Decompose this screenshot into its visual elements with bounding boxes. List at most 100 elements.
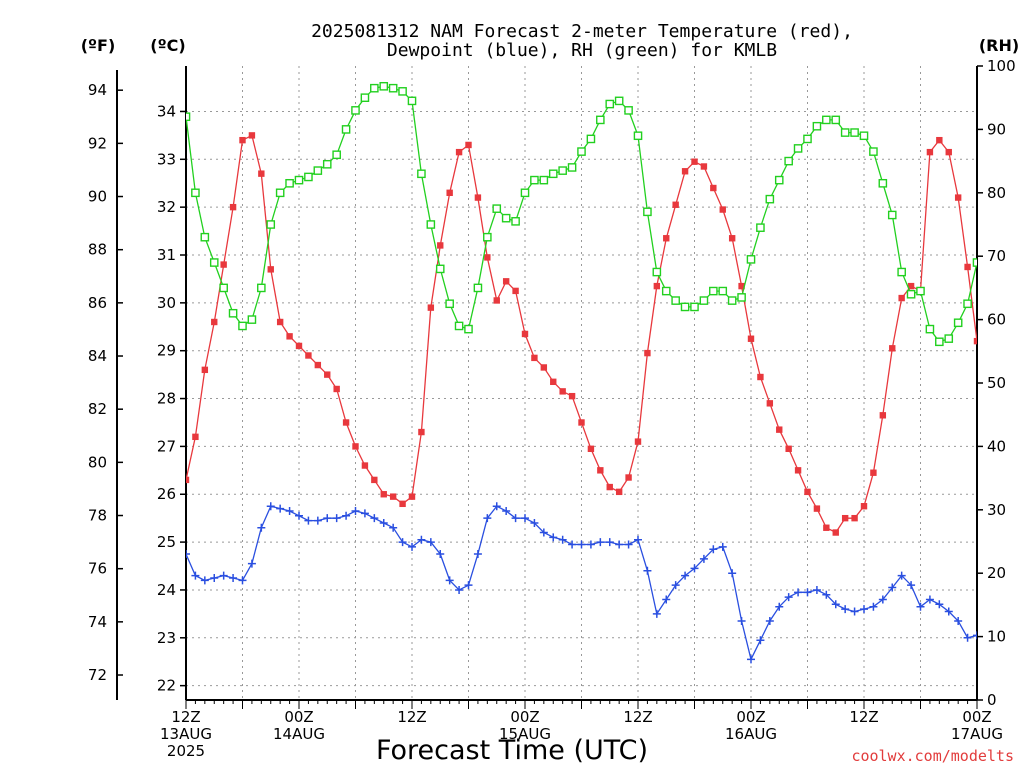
temperature-point bbox=[286, 333, 293, 340]
temperature-point bbox=[342, 419, 350, 426]
temperature-point bbox=[408, 493, 416, 500]
rh-point bbox=[398, 87, 407, 96]
x-tick-label: 00Z bbox=[736, 708, 765, 726]
dewpoint-point bbox=[323, 514, 332, 523]
rh-point bbox=[671, 296, 680, 305]
dewpoint-point bbox=[605, 538, 614, 547]
rh-point bbox=[661, 286, 671, 296]
rh-point bbox=[304, 172, 313, 182]
temperature-point bbox=[295, 342, 303, 350]
rh-point bbox=[445, 299, 454, 309]
temperature-point bbox=[239, 136, 246, 144]
dewpoint-point bbox=[370, 514, 379, 523]
series-1 bbox=[186, 502, 977, 664]
rh-point bbox=[633, 131, 643, 141]
temperature-point bbox=[832, 529, 839, 536]
dewpoint-point bbox=[186, 550, 190, 559]
rh-point bbox=[774, 175, 784, 185]
rh-point bbox=[332, 150, 341, 160]
temperature-point bbox=[314, 361, 322, 369]
x-tick-label: 12Z bbox=[171, 708, 200, 726]
temperature-point bbox=[248, 132, 256, 139]
rh-point bbox=[186, 112, 191, 122]
temperature-point bbox=[747, 335, 755, 342]
fahrenheit-tick-label: 76 bbox=[88, 560, 107, 578]
dewpoint-point bbox=[803, 588, 812, 597]
rh-point bbox=[313, 166, 323, 175]
temperature-point bbox=[587, 445, 595, 452]
fahrenheit-tick-label: 78 bbox=[88, 507, 107, 525]
temperature-point bbox=[568, 392, 576, 400]
temperature-point bbox=[945, 148, 952, 156]
temperature-point bbox=[606, 483, 613, 491]
rh-point bbox=[285, 178, 294, 188]
dewpoint-point bbox=[417, 535, 426, 544]
rh-tick-label: 80 bbox=[987, 184, 1006, 202]
fahrenheit-tick-label: 86 bbox=[88, 294, 107, 312]
tick-labels: 22 23 24 25 26 27 28 29 30 31 32 33 34 72 74 76 78 80 82 84… bbox=[88, 57, 1016, 760]
dewpoint-point bbox=[229, 573, 238, 582]
temperature-point bbox=[192, 433, 199, 441]
dewpoint-point bbox=[615, 540, 624, 549]
dewpoint-point bbox=[210, 573, 219, 582]
temperature-point bbox=[324, 371, 331, 378]
dewpoint-point bbox=[681, 571, 690, 580]
temperature-point bbox=[446, 189, 453, 196]
celsius-tick-label: 27 bbox=[157, 437, 176, 455]
rh-point bbox=[483, 232, 492, 242]
rh-point bbox=[840, 128, 850, 137]
temperature-point bbox=[333, 385, 340, 393]
dewpoint-point bbox=[596, 538, 605, 547]
rh-point bbox=[963, 299, 972, 309]
celsius-tick-label: 32 bbox=[157, 198, 176, 216]
series-0 bbox=[186, 132, 977, 536]
temperature-point bbox=[484, 254, 491, 261]
rh-point bbox=[869, 147, 878, 156]
rh-point bbox=[925, 324, 935, 334]
dewpoint-point bbox=[313, 516, 322, 525]
dewpoint-point bbox=[398, 538, 407, 547]
celsius-tick-label: 25 bbox=[157, 533, 176, 551]
dewpoint-point bbox=[794, 588, 803, 597]
rh-point bbox=[652, 267, 662, 277]
celsius-unit-label: (ºC) bbox=[150, 36, 185, 55]
series-line-0 bbox=[186, 134, 977, 534]
grid-lines bbox=[186, 66, 977, 700]
dewpoint-point bbox=[238, 576, 247, 585]
celsius-tick-label: 31 bbox=[157, 246, 176, 264]
dewpoint-point bbox=[907, 581, 916, 590]
rh-unit-label: (RH) bbox=[979, 36, 1019, 55]
dewpoint-point bbox=[784, 593, 793, 602]
temperature-point bbox=[512, 287, 519, 295]
dewpoint-point bbox=[662, 595, 671, 604]
rh-point bbox=[680, 302, 690, 312]
celsius-tick-label: 34 bbox=[157, 102, 176, 120]
celsius-tick-label: 30 bbox=[157, 294, 176, 312]
dewpoint-point bbox=[530, 518, 539, 527]
rh-tick-label: 90 bbox=[987, 120, 1006, 138]
rh-point bbox=[850, 128, 859, 137]
x-tick-label: 17AUG bbox=[951, 725, 1003, 743]
rh-point bbox=[935, 337, 944, 347]
rh-tick-label: 60 bbox=[987, 311, 1006, 329]
temperature-point bbox=[465, 141, 472, 149]
dewpoint-point bbox=[200, 576, 209, 585]
temperature-point bbox=[615, 488, 623, 496]
rh-point bbox=[727, 296, 737, 305]
rh-tick-label: 100 bbox=[987, 57, 1016, 75]
dewpoint-point bbox=[831, 600, 840, 609]
temperature-point bbox=[663, 235, 670, 242]
temperature-point bbox=[841, 514, 849, 522]
rh-point bbox=[388, 83, 398, 93]
fahrenheit-tick-label: 80 bbox=[88, 453, 107, 471]
x-tick-label: 2025 bbox=[167, 742, 205, 760]
rh-point bbox=[614, 96, 624, 106]
rh-point bbox=[417, 169, 426, 179]
axes bbox=[116, 65, 983, 709]
dewpoint-point bbox=[728, 569, 737, 578]
dewpoint-point bbox=[408, 542, 416, 551]
dewpoint-point bbox=[511, 514, 520, 523]
temperature-point bbox=[258, 170, 265, 177]
dewpoint-point bbox=[464, 581, 473, 590]
